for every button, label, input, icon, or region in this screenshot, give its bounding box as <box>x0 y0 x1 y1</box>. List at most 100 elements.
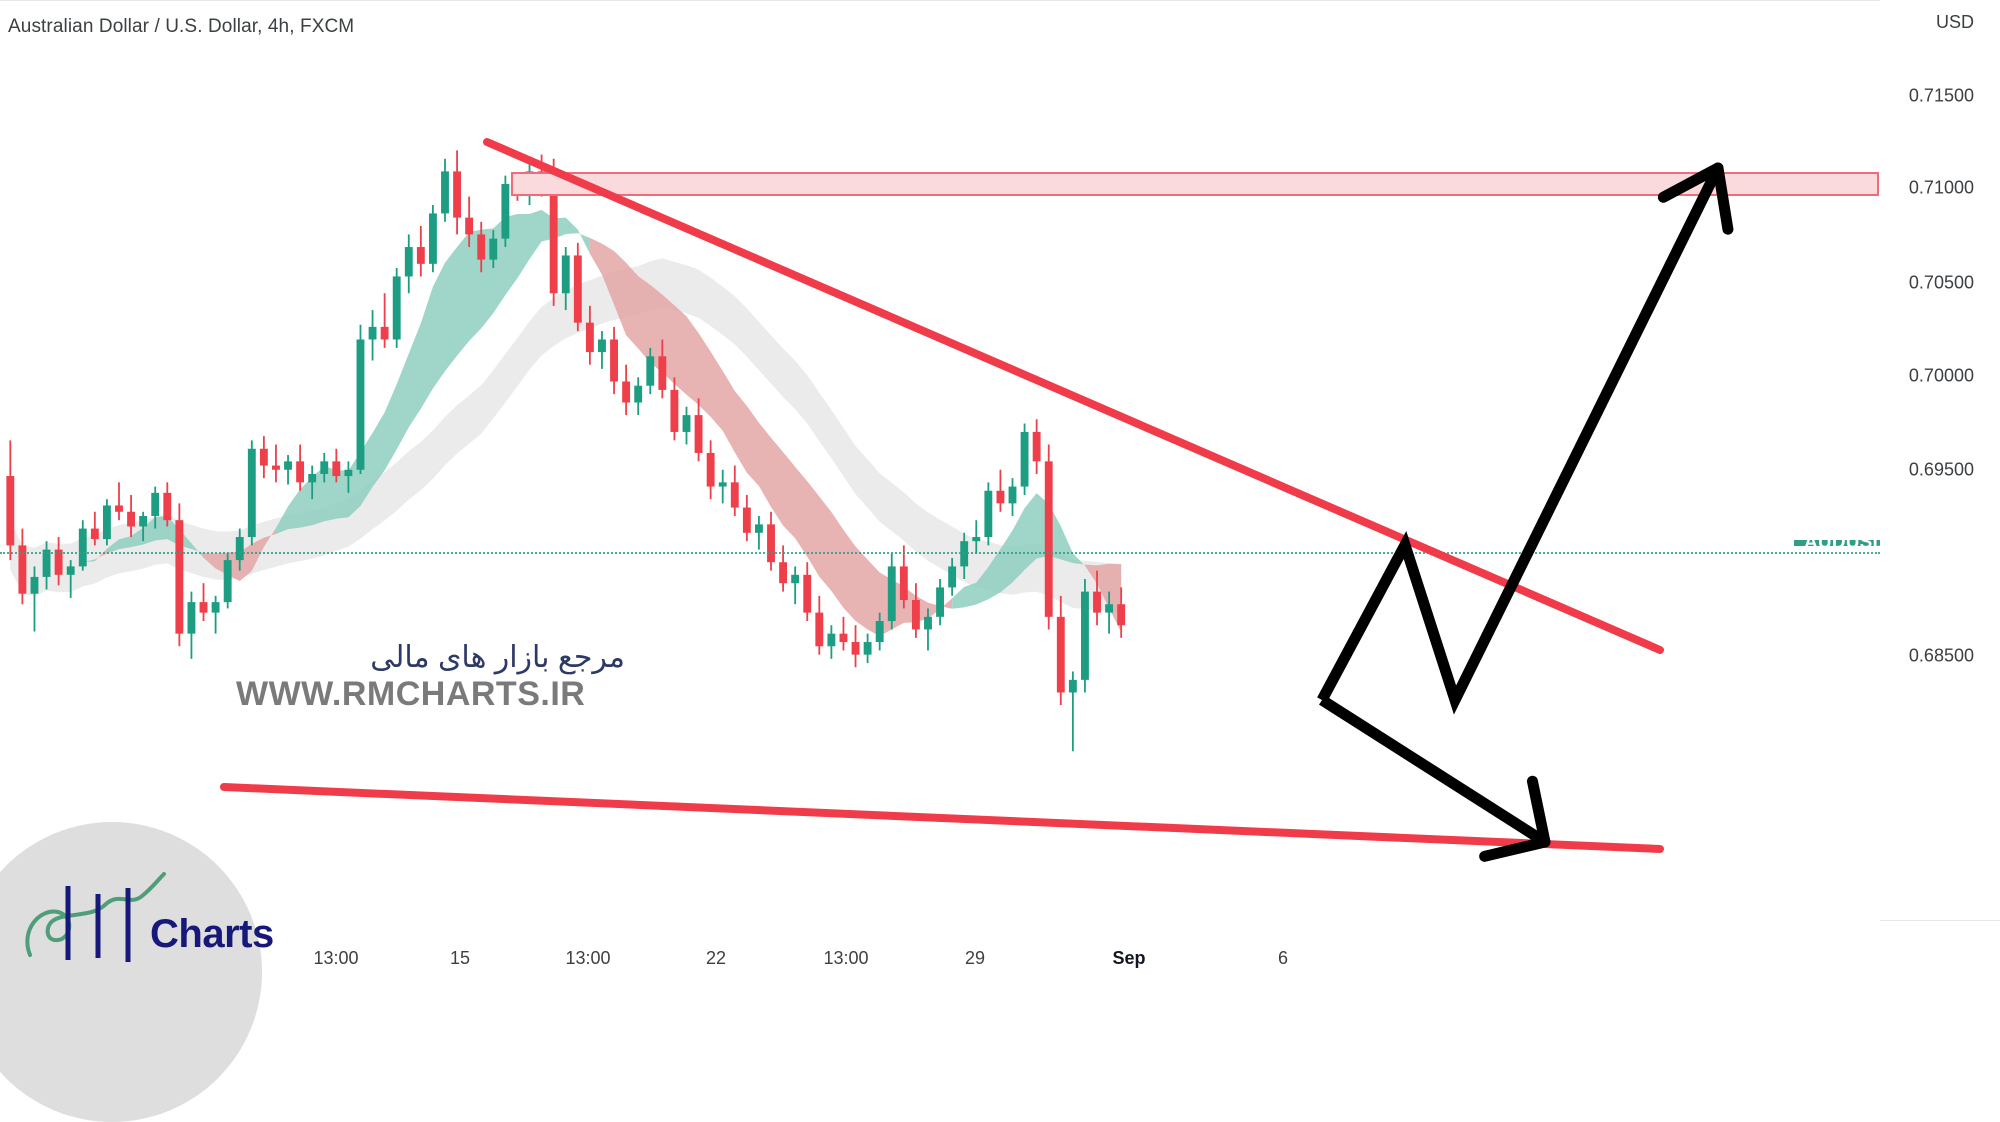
time-axis[interactable]: 13:00 15 13:00 22 13:00 29 Sep 6 <box>0 920 1880 1000</box>
candlestick <box>501 175 510 248</box>
candlestick <box>706 440 715 500</box>
candlestick <box>996 469 1005 512</box>
time-tick: 22 <box>705 948 727 968</box>
candlestick <box>344 461 353 493</box>
candlestick <box>102 499 111 546</box>
candlestick <box>634 377 643 416</box>
candlestick <box>911 583 920 638</box>
candlestick <box>1081 579 1089 693</box>
candlestick <box>211 595 220 634</box>
price-axis-currency-label: USD <box>1935 12 1974 32</box>
candlestick <box>54 536 63 586</box>
candlestick <box>767 511 775 571</box>
logo-wordmark: Charts <box>150 912 274 956</box>
candlestick <box>561 247 570 311</box>
current-price-line <box>0 552 1880 554</box>
candlestick <box>622 364 631 416</box>
price-tick: 0.71000 <box>1908 177 1974 198</box>
candlestick <box>839 616 848 651</box>
candlestick <box>296 444 305 491</box>
top-divider <box>0 0 2000 1</box>
candlestick <box>163 482 172 527</box>
candlestick <box>1044 444 1053 630</box>
candlestick <box>368 310 377 361</box>
candlestick <box>284 455 292 485</box>
bearish-forecast-arrow[interactable] <box>1319 695 1548 847</box>
candlestick <box>441 158 449 222</box>
candlestick <box>6 440 15 561</box>
bearish-arrow-head-icon <box>1479 775 1551 862</box>
candlestick <box>755 515 763 550</box>
candlestick-series <box>6 150 1126 752</box>
candlestick <box>115 482 123 521</box>
candlestick <box>477 221 486 273</box>
support-trendline[interactable] <box>220 783 1664 853</box>
price-tick: 0.71500 <box>1908 85 1974 106</box>
candlestick <box>42 541 51 590</box>
candlestick <box>972 520 981 554</box>
candlestick <box>610 326 618 395</box>
price-tick: 0.69500 <box>1908 459 1974 480</box>
candlestick <box>742 494 751 542</box>
candlestick <box>1020 423 1029 495</box>
candlestick <box>718 469 727 504</box>
candlestick <box>175 503 184 647</box>
bullish-arrow-head-icon <box>1657 162 1734 235</box>
resistance-zone[interactable] <box>511 172 1879 196</box>
candlestick <box>694 398 703 462</box>
candlestick <box>658 339 667 399</box>
time-tick: 13:00 <box>313 948 359 968</box>
price-tick: 0.70000 <box>1908 365 1974 386</box>
candlestick <box>948 558 957 596</box>
time-tick: 13:00 <box>565 948 611 968</box>
candlestick <box>875 612 884 651</box>
candlestick <box>899 545 908 609</box>
candlestick <box>791 566 800 605</box>
candlestick <box>682 406 691 445</box>
candlestick <box>489 230 498 269</box>
symbol-title: Australian Dollar / U.S. Dollar, 4h, FXC… <box>8 16 355 37</box>
candlestick <box>151 486 160 529</box>
ribbon-bearish-segment <box>1084 563 1122 632</box>
candlestick <box>453 150 462 235</box>
time-tick: 29 <box>964 948 986 968</box>
candlestick <box>984 482 993 546</box>
candlestick <box>730 465 739 516</box>
ribbon-bearish-segment <box>589 237 953 637</box>
candlestick <box>223 553 232 609</box>
candlestick <box>1105 591 1114 634</box>
candlestick <box>815 595 824 655</box>
candlestick <box>404 234 413 294</box>
candlestick <box>235 528 244 571</box>
candlestick <box>78 520 87 571</box>
candlestick <box>30 566 39 632</box>
candlestick <box>392 268 401 348</box>
candlestick <box>1032 419 1041 474</box>
candlestick <box>416 226 425 277</box>
bullish-forecast-arrow[interactable] <box>1317 165 1723 715</box>
candlestick <box>139 511 148 542</box>
candlestick <box>259 436 268 479</box>
candlestick <box>1093 570 1101 626</box>
candlestick <box>18 528 27 605</box>
candlestick <box>1117 587 1126 638</box>
candlestick <box>851 625 860 668</box>
candlestick <box>585 305 594 365</box>
price-axis[interactable]: USD 0.71500 0.71000 0.70500 0.70000 0.69500 0… <box>1880 0 2000 1000</box>
candlestick <box>332 448 341 483</box>
descending-trendline[interactable] <box>483 138 1664 654</box>
candlestick <box>863 633 872 664</box>
candlestick <box>670 377 679 441</box>
chart-plot-area[interactable] <box>0 30 1880 920</box>
price-tick: 0.70500 <box>1908 272 1974 293</box>
brand-tagline-fa: مرجع بازار های مالی <box>370 641 625 674</box>
candlestick <box>887 553 896 630</box>
candlestick <box>127 494 135 537</box>
candlestick <box>272 444 280 483</box>
time-tick: 13:00 <box>823 948 869 968</box>
rmcharts-logo: Charts <box>10 860 274 980</box>
candlestick <box>356 324 365 474</box>
ribbon-bullish-segment <box>275 209 590 534</box>
time-tick: 6 <box>1277 948 1289 968</box>
